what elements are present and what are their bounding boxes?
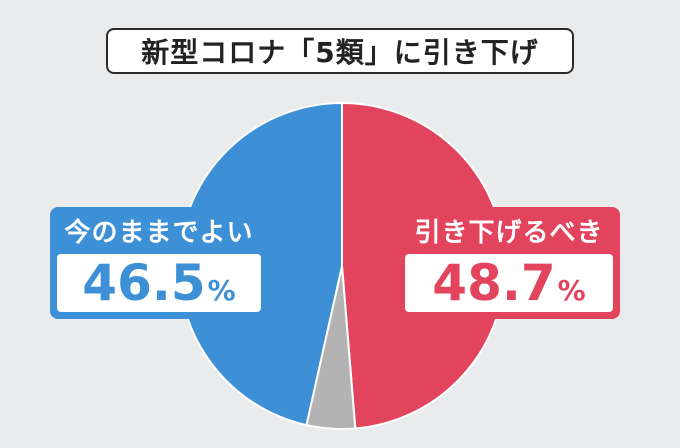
callout-should-lower-value-box: 48.7% <box>405 254 613 312</box>
callout-should-lower-unit: % <box>557 274 586 307</box>
callout-should-lower: 引き下げるべき 48.7% <box>398 207 620 319</box>
callout-keep-as-is-label: 今のままでよい <box>64 217 254 248</box>
callout-should-lower-label: 引き下げるべき <box>414 217 604 248</box>
callout-keep-as-is-value: 46.5 <box>82 254 206 312</box>
chart-title-box: 新型コロナ「5類」に引き下げ <box>106 28 574 74</box>
callout-keep-as-is-value-box: 46.5% <box>57 254 261 312</box>
chart-title: 新型コロナ「5類」に引き下げ <box>141 36 539 69</box>
callout-keep-as-is: 今のままでよい 46.5% <box>50 207 268 319</box>
callout-should-lower-value: 48.7 <box>432 254 556 312</box>
callout-keep-as-is-unit: % <box>207 274 236 307</box>
